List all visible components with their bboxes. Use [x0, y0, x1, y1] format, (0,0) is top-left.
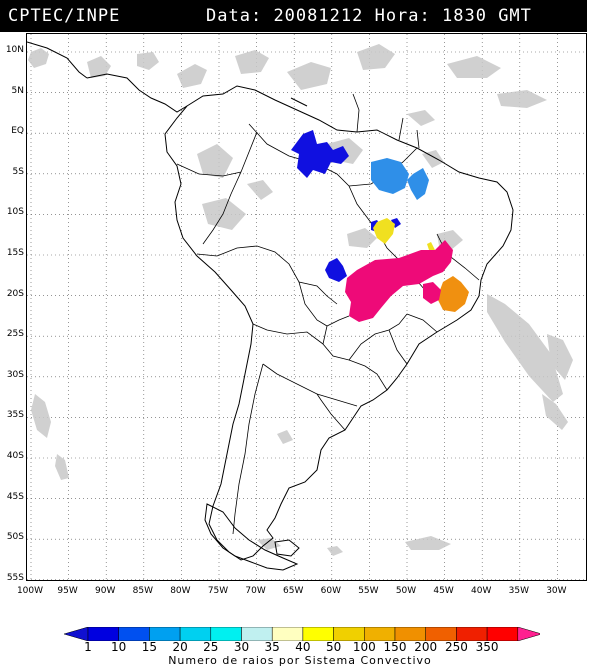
colorbar-tick-label: 20 [172, 640, 188, 654]
colorbar-left-arrow [64, 627, 89, 641]
colorbar-cell [394, 627, 426, 641]
lat-label: 40S [6, 451, 24, 461]
cluster-cat-1 [325, 258, 347, 282]
map-svg [27, 34, 586, 580]
cluster-cat-350 [423, 282, 441, 304]
lon-label: 85W [132, 586, 153, 596]
colorbar-tick-label: 50 [325, 640, 342, 654]
lat-label: 45S [6, 491, 24, 502]
lat-label: 15S [6, 248, 24, 258]
colorbar-tick-label: 250 [444, 640, 468, 654]
date-label: Data: [206, 6, 263, 26]
cluster-cat-1 [291, 130, 349, 178]
lon-label: 80W [170, 586, 191, 596]
lon-label: 60W [320, 586, 341, 596]
lat-label: 5S [12, 166, 24, 177]
colorbar-tick-label: 200 [414, 640, 438, 654]
colorbar-cell [425, 627, 457, 641]
lat-label: 50S [6, 532, 24, 543]
lon-label: 30W [546, 586, 567, 596]
colorbar-cell [302, 627, 334, 641]
colorbar-cell [456, 627, 488, 641]
lon-label: 100W [16, 586, 44, 596]
source-label: CPTEC/INPE [8, 6, 121, 26]
lon-label: 35W [508, 586, 529, 596]
cluster-cat-15 [371, 158, 409, 194]
time-label: Hora: [374, 6, 431, 26]
cluster-cat-350 [345, 240, 453, 322]
colorbar-tick-label: 30 [233, 640, 250, 654]
colorbar-tick-label: 25 [203, 640, 219, 654]
lon-label: 40W [471, 586, 492, 596]
satellite-cloud-layer [28, 44, 573, 556]
map-header: CPTEC/INPE Data: 20081212 Hora: 1830 GMT [0, 0, 587, 32]
lat-label: 55S [6, 572, 24, 583]
date-value: 20081212 [273, 6, 364, 26]
coastlines [27, 41, 514, 571]
colorbar-tick-label: 35 [264, 640, 280, 654]
lon-label: 55W [358, 586, 379, 596]
colorbar-tick-label: 350 [475, 640, 499, 654]
colorbar-cell [333, 627, 365, 641]
colorbar-tick-label: 10 [111, 640, 127, 654]
lon-label: 95W [57, 586, 78, 596]
colorbar-cell [118, 627, 150, 641]
colorbar-cell [364, 627, 396, 641]
cluster-cat-15 [407, 168, 429, 200]
colorbar-cell [241, 627, 273, 641]
colorbar-tick-label: 40 [295, 640, 311, 654]
lat-label: 5N [11, 85, 24, 96]
time-value: 1830 GMT [442, 6, 532, 26]
lightning-map [26, 33, 587, 581]
datetime-label: Data: 20081212 Hora: 1830 GMT [206, 6, 532, 26]
lon-label: 90W [95, 586, 116, 596]
colorbar-tick-label: 100 [352, 640, 376, 654]
lat-label: EQ [11, 126, 24, 137]
cluster-cat-40 [373, 218, 395, 244]
colorbar-cell [87, 627, 119, 641]
lightning-clusters [291, 130, 469, 322]
cluster-cat-1 [391, 218, 401, 228]
lon-label: 75W [207, 586, 229, 596]
colorbar-cell [271, 627, 304, 641]
colorbar-tick-label: 15 [141, 640, 158, 654]
lat-label: 10S [6, 207, 24, 218]
lat-label: 30S [6, 369, 24, 380]
lon-label: 50W [395, 586, 417, 596]
lon-label: 70W [245, 586, 266, 596]
cluster-cat-150 [437, 276, 469, 312]
lon-label: 45W [433, 586, 454, 596]
lat-label: 10N [5, 45, 24, 55]
colorbar-cell [486, 627, 519, 641]
colorbar [64, 627, 540, 641]
colorbar-tick-label: 150 [383, 640, 407, 654]
colorbar-right-arrow [517, 627, 540, 641]
colorbar-cell [179, 627, 212, 641]
colorbar-tick-label: 1 [84, 640, 92, 654]
colorbar-cell [149, 627, 181, 641]
colorbar-title: Numero de raios por Sistema Convectivo [168, 654, 432, 667]
lat-label: 35S [6, 410, 24, 421]
colorbar-cell [210, 627, 242, 641]
lat-label: 20S [6, 288, 24, 299]
lat-label: 25S [6, 329, 24, 340]
lon-label: 65W [283, 586, 304, 596]
